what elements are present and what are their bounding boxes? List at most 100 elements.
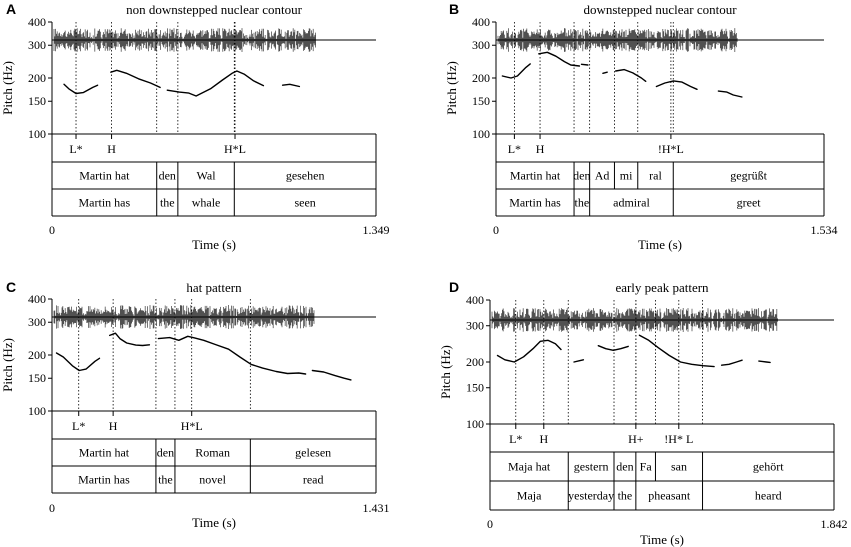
pitch-contour (110, 69, 161, 89)
word-label: Roman (195, 446, 230, 460)
x-tick-label: 0 (49, 223, 55, 237)
tone-label: L* (509, 432, 522, 446)
word-label: ral (649, 169, 662, 183)
x-axis-label: Time (s) (638, 237, 682, 252)
pitch-contour (655, 80, 698, 90)
word-label: den (573, 169, 590, 183)
gloss-label: the (618, 489, 633, 503)
y-tick-label: 200 (466, 355, 484, 369)
pitch-contour (597, 345, 629, 351)
y-tick-label: 400 (28, 15, 46, 29)
pitch-contour (602, 71, 608, 74)
y-tick-label: 300 (28, 38, 46, 52)
word-label: Maja hat (508, 460, 551, 474)
x-tick-label: 1.349 (363, 223, 390, 237)
word-label: den (616, 460, 633, 474)
gloss-label: the (575, 196, 590, 210)
gloss-label: yesterday (568, 489, 614, 503)
tone-label: H*L (224, 142, 246, 156)
pitch-contour (55, 352, 101, 372)
word-label: den (159, 169, 176, 183)
panel-label-A: A (6, 1, 16, 17)
tone-label: L* (508, 142, 521, 156)
gloss-label: pheasant (648, 489, 691, 503)
gloss-label: heard (755, 489, 782, 503)
chart-title: non downstepped nuclear contour (126, 2, 302, 17)
tone-label: !H* L (664, 432, 693, 446)
gloss-label: the (160, 196, 175, 210)
y-tick-label: 300 (466, 319, 484, 333)
chart-title: early peak pattern (615, 280, 709, 295)
word-label: Martin hat (79, 169, 130, 183)
word-label: den (157, 446, 174, 460)
tone-label: H*L (181, 419, 203, 433)
panel-label-B: B (449, 1, 459, 17)
gloss-label: read (303, 473, 324, 487)
pitch-contour (109, 332, 151, 347)
word-label: Martin hat (510, 169, 561, 183)
y-tick-label: 200 (28, 71, 46, 85)
word-label: gesehen (286, 169, 325, 183)
y-tick-label: 400 (466, 293, 484, 307)
word-label: gestern (574, 460, 609, 474)
gloss-label: whale (192, 196, 221, 210)
tone-label: L* (69, 142, 82, 156)
word-label: Ad (595, 169, 610, 183)
word-label: Fa (640, 460, 653, 474)
gloss-label: the (158, 473, 173, 487)
x-tick-label: 0 (493, 223, 499, 237)
y-axis-label: Pitch (Hz) (0, 338, 15, 392)
gloss-label: Maja (517, 489, 542, 503)
y-tick-label: 100 (472, 127, 490, 141)
word-label: mi (620, 169, 633, 183)
x-tick-label: 0 (487, 517, 493, 531)
gloss-label: admiral (613, 196, 650, 210)
pitch-contour (63, 83, 99, 95)
pitch-contour (717, 90, 743, 98)
x-tick-label: 1.534 (811, 223, 838, 237)
pitch-contour (281, 83, 301, 88)
gloss-label: Martin has (79, 196, 131, 210)
y-tick-label: 400 (28, 292, 46, 306)
gloss-label: Martin has (78, 473, 130, 487)
pitch-contour (538, 51, 581, 67)
gloss-label: greet (737, 196, 762, 210)
gloss-label: novel (199, 473, 226, 487)
pitch-contour (311, 369, 352, 381)
tone-label: !H*L (658, 142, 684, 156)
y-tick-label: 200 (472, 71, 490, 85)
pitch-contour (166, 70, 265, 97)
pitch-contour (573, 359, 585, 363)
y-tick-label: 200 (28, 348, 46, 362)
y-tick-label: 150 (28, 371, 46, 385)
tone-label: H+ (628, 432, 644, 446)
x-tick-label: 1.431 (363, 501, 390, 515)
tone-label: H (109, 419, 118, 433)
word-label: Wal (197, 169, 217, 183)
word-label: san (671, 460, 687, 474)
panel-label-D: D (449, 279, 459, 295)
y-tick-label: 100 (28, 404, 46, 418)
tone-label: H (536, 142, 545, 156)
y-axis-label: Pitch (Hz) (0, 61, 15, 115)
x-axis-label: Time (s) (192, 515, 236, 530)
tone-label: L* (72, 419, 85, 433)
y-axis-label: Pitch (Hz) (438, 345, 453, 399)
x-axis-label: Time (s) (192, 237, 236, 252)
word-label: gegrüßt (730, 169, 767, 183)
pitch-contour (615, 68, 647, 82)
tone-label: H (107, 142, 116, 156)
gloss-label: seen (294, 196, 315, 210)
gloss-label: Martin has (509, 196, 561, 210)
x-tick-label: 0 (49, 501, 55, 515)
y-tick-label: 300 (472, 38, 490, 52)
chart-title: downstepped nuclear contour (583, 2, 737, 17)
y-tick-label: 300 (28, 315, 46, 329)
tone-label: H (539, 432, 548, 446)
pitch-contour (580, 63, 589, 66)
y-axis-label: Pitch (Hz) (444, 61, 459, 115)
word-label: gelesen (295, 446, 331, 460)
panel-label-C: C (6, 279, 16, 295)
y-tick-label: 150 (466, 381, 484, 395)
